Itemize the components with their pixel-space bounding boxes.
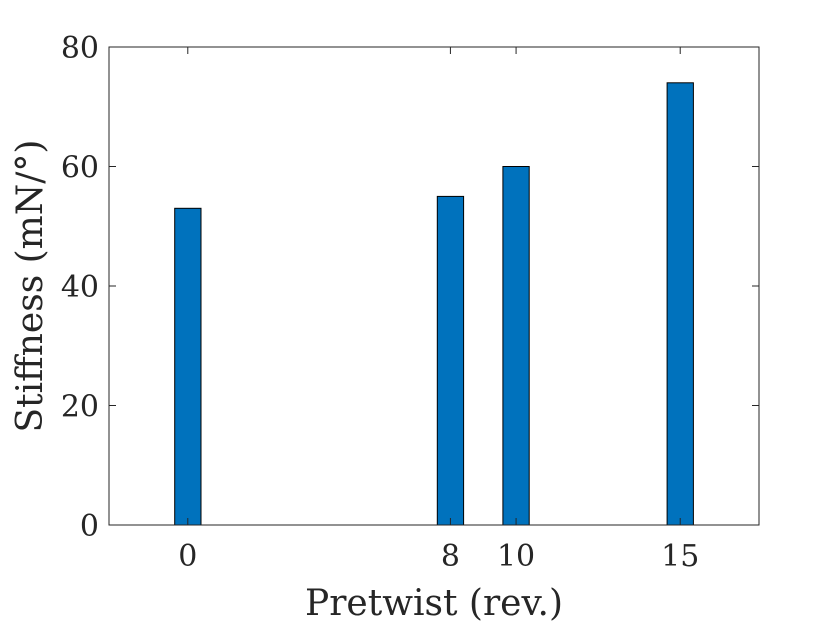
y-axis-title: Stiffness (mN/°): [10, 140, 51, 433]
x-tick-label: 10: [497, 539, 535, 574]
y-tick-label: 60: [61, 151, 99, 186]
x-tick-label: 15: [661, 539, 699, 574]
x-tick-label: 0: [178, 539, 197, 574]
bars-group: [174, 82, 694, 526]
plot-area: [109, 47, 759, 525]
y-tick-label: 0: [80, 509, 99, 544]
y-tick-label: 40: [61, 270, 99, 305]
bar-0: [174, 207, 202, 526]
bar-8: [436, 195, 465, 526]
y-tick-label: 20: [61, 390, 99, 425]
y-tick-label: 80: [61, 31, 99, 66]
bar-15: [666, 82, 694, 526]
x-axis-title: Pretwist (rev.): [305, 583, 563, 624]
bar-10: [502, 166, 530, 526]
ticks-group: 0 20 40 60 80 0 8 10 15: [61, 31, 759, 574]
x-tick-label: 8: [441, 539, 460, 574]
